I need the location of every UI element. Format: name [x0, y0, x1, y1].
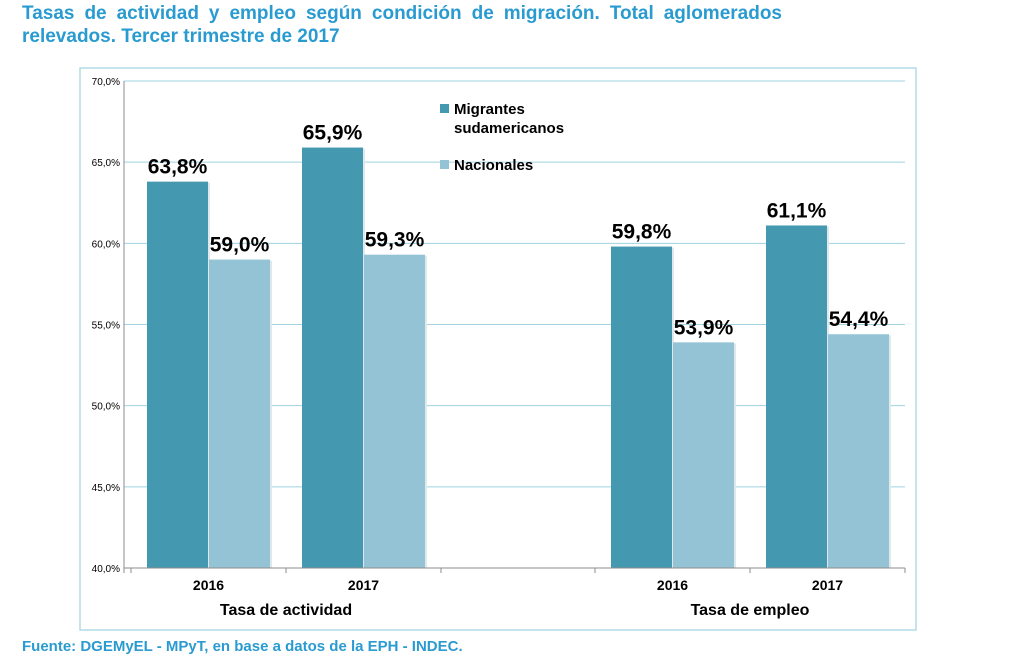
x-axis: 2016 2017 2016 2017 Tasa de actividad Tasa de…	[123, 567, 906, 619]
x-tick-label: 2016	[193, 577, 224, 593]
bar-nacionales	[364, 254, 425, 569]
x-tick-label: 2016	[657, 577, 688, 593]
bar-migrantes	[611, 246, 672, 568]
bar-migrantes	[302, 147, 363, 568]
bars	[147, 147, 891, 569]
y-tick-label: 65,0%	[92, 158, 120, 169]
data-label: 63,8%	[148, 156, 208, 179]
legend-label-migrantes-line2: sudamericanos	[454, 120, 564, 137]
y-tick-label: 55,0%	[92, 321, 120, 332]
x-group-label: Tasa de actividad	[220, 602, 352, 619]
bar-nacionales	[828, 334, 889, 568]
legend: Migrantes sudamericanos Nacionales	[440, 101, 564, 174]
y-axis-tick-labels: 40,0% 45,0% 50,0% 55,0% 60,0% 65,0% 70,0%	[92, 77, 120, 575]
data-label: 53,9%	[674, 316, 734, 339]
x-group-label: Tasa de empleo	[691, 602, 810, 619]
data-label: 59,3%	[365, 229, 425, 252]
bar-nacionales	[209, 259, 270, 568]
y-tick-label: 45,0%	[92, 483, 120, 494]
legend-label-nacionales: Nacionales	[454, 157, 533, 174]
source-note: Fuente: DGEMyEL - MPyT, en base a datos …	[22, 638, 463, 655]
data-labels: 63,8% 65,9% 59,8% 61,1% 59,0% 59,3% 53,9% 54,4%	[148, 122, 889, 340]
x-tick-label: 2017	[348, 577, 379, 593]
bar-migrantes	[766, 225, 827, 568]
y-tick-label: 50,0%	[92, 402, 120, 413]
plot-frame	[79, 67, 917, 631]
data-label: 65,9%	[303, 122, 363, 145]
data-label: 61,1%	[767, 199, 827, 222]
data-label: 59,0%	[210, 234, 270, 257]
bar-nacionales	[673, 342, 734, 568]
data-label: 54,4%	[829, 308, 889, 331]
legend-label-migrantes: Migrantes	[454, 101, 525, 118]
legend-swatch-nacionales	[440, 160, 449, 169]
y-tick-label: 60,0%	[92, 239, 120, 250]
legend-swatch-migrantes	[440, 104, 449, 113]
y-tick-label: 40,0%	[92, 564, 120, 575]
x-tick-label: 2017	[812, 577, 843, 593]
data-label: 59,8%	[612, 221, 672, 244]
bar-migrantes	[147, 181, 208, 568]
y-tick-label: 70,0%	[92, 77, 120, 88]
chart-title: Tasas de actividad y empleo según condic…	[22, 3, 782, 47]
